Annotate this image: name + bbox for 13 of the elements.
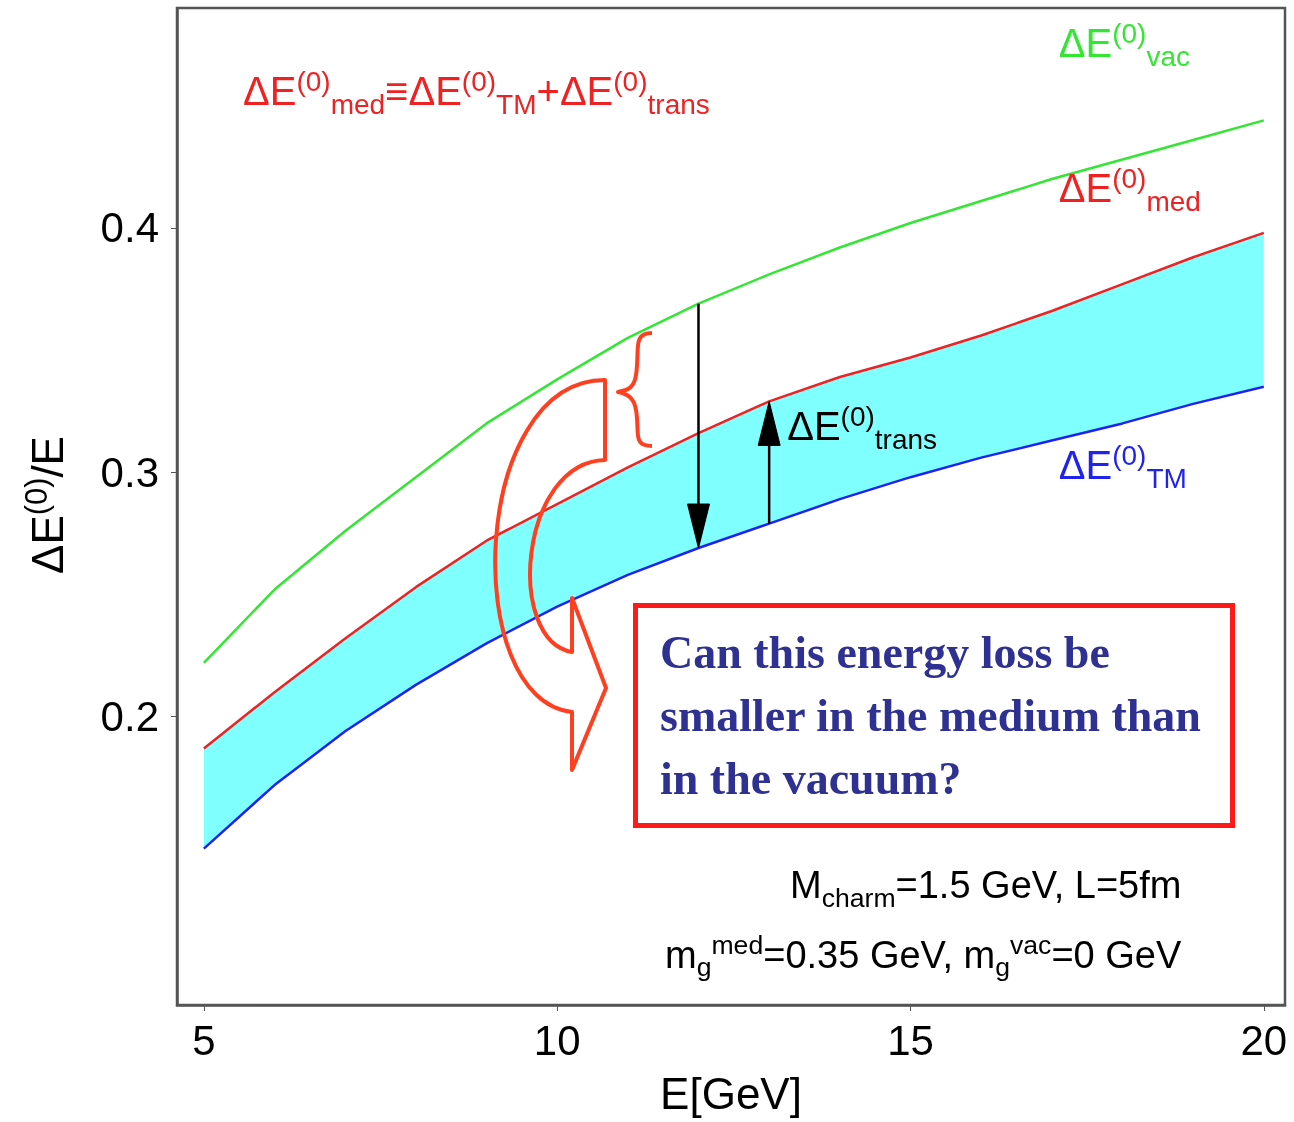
- x-tick-label: 20: [1240, 1016, 1288, 1064]
- x-axis-title: E[GeV]: [659, 1069, 803, 1118]
- y-tick-label: 0.2: [100, 693, 159, 741]
- y-tick-label: 0.4: [100, 204, 159, 252]
- y-tick-label: 0.3: [100, 448, 159, 496]
- x-tick-label: 10: [533, 1016, 581, 1064]
- line-series: [202, 385, 1266, 850]
- x-tick-label: 5: [192, 1016, 216, 1064]
- annotation: Can this energy loss be smaller in the medium than in the vacuum?: [633, 603, 1235, 828]
- line-series: [202, 231, 1266, 750]
- annotation: M$_{charm}$=1.5 GeV, L=5fm: [790, 864, 1182, 913]
- annotation: m$_{g}$$^{med}$=0.35 GeV, m$_{g}$$^{vac}$=0 GeV: [665, 930, 1182, 983]
- x-tick-label: 15: [887, 1016, 934, 1064]
